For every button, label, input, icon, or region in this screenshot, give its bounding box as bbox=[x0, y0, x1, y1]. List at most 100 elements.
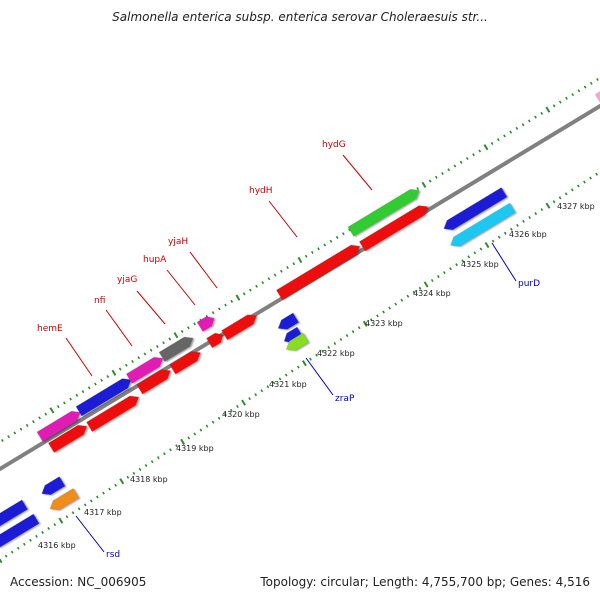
inner-tick-row-tick bbox=[89, 499, 93, 503]
gene-feature-f1[interactable] bbox=[36, 408, 83, 442]
leader-hemE bbox=[65, 337, 93, 377]
outer-tick-row-tick bbox=[87, 386, 91, 390]
gene-label-hydG[interactable]: hydG bbox=[322, 140, 346, 150]
inner-tick-row-tick bbox=[315, 353, 318, 357]
kbp-label: 4324 kbp bbox=[413, 289, 451, 298]
outer-tick-row-tick bbox=[540, 111, 544, 115]
gene-feature-f2[interactable] bbox=[75, 375, 134, 417]
inner-tick-row-tick bbox=[47, 526, 51, 531]
gene-feature-f23[interactable] bbox=[283, 332, 310, 354]
gene-label-nfi[interactable]: nfi bbox=[94, 296, 105, 306]
outer-tick-row-tick bbox=[490, 141, 494, 146]
outer-tick-row-tick bbox=[49, 407, 55, 414]
inner-tick-row-tick bbox=[58, 517, 64, 524]
inner-tick-row-tick bbox=[418, 286, 422, 290]
gene-label-hemE[interactable]: hemE bbox=[37, 324, 63, 334]
inner-tick-row-tick bbox=[321, 349, 324, 353]
inner-tick-row-tick bbox=[595, 172, 598, 176]
outer-tick-row-tick bbox=[32, 420, 35, 424]
gene-feature-f7[interactable] bbox=[158, 333, 196, 363]
outer-tick-row-tick bbox=[242, 292, 246, 296]
inner-tick-row-tick bbox=[35, 534, 38, 538]
gene-label-hydH[interactable]: hydH bbox=[249, 186, 273, 196]
gene-feature-f21[interactable] bbox=[0, 499, 29, 530]
gene-feature-f17[interactable] bbox=[275, 312, 300, 333]
leader-nfi bbox=[105, 309, 133, 347]
outer-tick-row-tick bbox=[235, 294, 241, 301]
outer-tick-row-tick bbox=[261, 281, 265, 285]
inner-tick-row-tick bbox=[102, 491, 105, 495]
gene-feature-f16[interactable] bbox=[448, 202, 516, 250]
gene-feature-f15[interactable] bbox=[441, 187, 508, 234]
gene-feature-f14[interactable] bbox=[358, 202, 430, 252]
gene-label-yjaH[interactable]: yjaH bbox=[168, 237, 188, 247]
outer-tick-row-tick bbox=[441, 171, 444, 176]
outer-tick-row-tick bbox=[335, 235, 339, 239]
inner-tick-row-tick bbox=[114, 483, 117, 487]
gene-feature-f22[interactable] bbox=[0, 513, 40, 551]
inner-tick-row-tick bbox=[589, 176, 592, 180]
kbp-label: 4325 kbp bbox=[461, 260, 499, 269]
inner-tick-row-tick bbox=[138, 467, 142, 471]
outer-tick-row-tick bbox=[187, 326, 190, 330]
inner-tick-row-tick bbox=[230, 408, 233, 412]
outer-tick-row-tick bbox=[180, 329, 184, 333]
kbp-label: 4321 kbp bbox=[269, 380, 307, 389]
gene-label-rsd[interactable]: rsd bbox=[106, 550, 120, 560]
gene-feature-f3[interactable] bbox=[47, 422, 89, 453]
outer-tick-row-tick bbox=[496, 138, 500, 142]
gene-feature-f8[interactable] bbox=[169, 348, 203, 375]
inner-tick-row-tick bbox=[16, 546, 20, 550]
inner-tick-row-tick bbox=[497, 235, 501, 239]
inner-tick-row-tick bbox=[564, 192, 568, 196]
gene-label-purD[interactable]: purD bbox=[518, 279, 540, 289]
inner-tick-row-tick bbox=[175, 444, 178, 448]
outer-tick-row-tick bbox=[465, 156, 469, 161]
outer-tick-row-tick bbox=[596, 77, 599, 82]
gene-feature-f4[interactable] bbox=[86, 392, 141, 433]
gene-label-hupA[interactable]: hupA bbox=[143, 255, 167, 265]
inner-tick-row-tick bbox=[65, 515, 69, 519]
outer-tick-row-tick bbox=[267, 277, 271, 281]
gene-feature-f19[interactable] bbox=[39, 476, 66, 499]
inner-tick-row-tick bbox=[205, 424, 209, 428]
inner-tick-row-tick bbox=[467, 255, 471, 259]
outer-tick-row-tick bbox=[125, 363, 128, 367]
outer-tick-row-tick bbox=[149, 348, 153, 352]
gene-feature-f20[interactable] bbox=[47, 487, 80, 513]
kbp-label: 4320 kbp bbox=[222, 410, 260, 419]
leader-yjaH bbox=[189, 251, 218, 289]
inner-tick-row-tick bbox=[552, 200, 556, 204]
inner-tick-row-tick bbox=[41, 530, 44, 535]
gene-label-yjaG[interactable]: yjaG bbox=[117, 275, 137, 285]
gene-feature-f10[interactable] bbox=[206, 330, 225, 349]
gene-feature-f11[interactable] bbox=[221, 311, 260, 341]
outer-tick-row-tick bbox=[81, 390, 85, 394]
gene-feature-f9[interactable] bbox=[196, 313, 217, 332]
outer-tick-row-tick bbox=[230, 299, 234, 303]
gene-feature-f6[interactable] bbox=[136, 366, 174, 395]
inner-tick-row-tick bbox=[479, 247, 483, 251]
leader-purD bbox=[491, 242, 517, 282]
leader-hydG bbox=[342, 154, 373, 191]
outer-tick-row-tick bbox=[552, 104, 556, 108]
outer-tick-row-tick bbox=[280, 269, 283, 273]
inner-tick-row-tick bbox=[248, 397, 251, 401]
gene-feature-f5[interactable] bbox=[125, 354, 165, 384]
inner-tick-row-tick bbox=[296, 365, 300, 369]
gene-label-zraP[interactable]: zraP bbox=[335, 394, 355, 404]
leader-zraP bbox=[305, 357, 334, 396]
leader-yjaG bbox=[136, 290, 166, 325]
outer-tick-row-tick bbox=[137, 356, 141, 360]
kbp-label: 4327 kbp bbox=[557, 202, 595, 211]
gene-feature-f12[interactable] bbox=[276, 241, 362, 300]
inner-tick-row-tick bbox=[187, 436, 191, 440]
inner-tick-row-tick bbox=[83, 503, 87, 507]
gene-feature-f24[interactable] bbox=[594, 87, 600, 105]
kbp-label: 4317 kbp bbox=[84, 508, 122, 517]
inner-tick-row-tick bbox=[169, 448, 172, 452]
outer-tick-row-tick bbox=[168, 337, 172, 341]
kbp-label: 4316 kbp bbox=[38, 541, 76, 550]
gene-feature-f13[interactable] bbox=[347, 186, 422, 237]
